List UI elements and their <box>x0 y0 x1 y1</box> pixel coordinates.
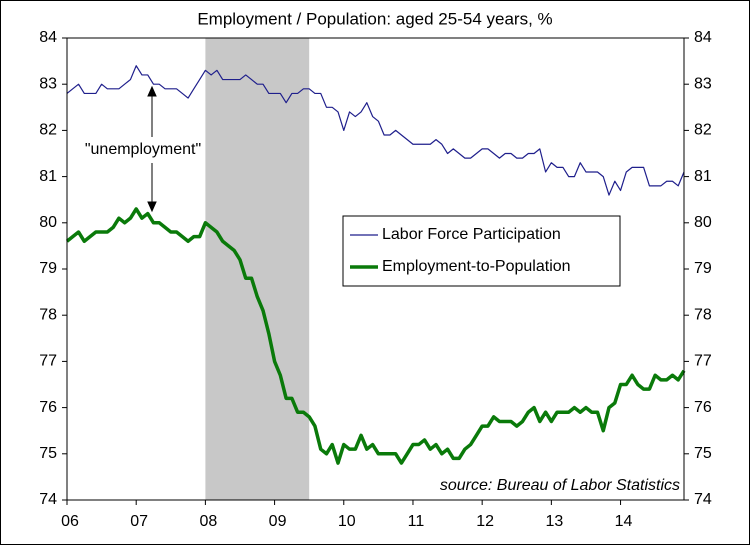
y2-tick-label: 74 <box>694 491 712 508</box>
y2-tick-label: 75 <box>694 445 712 462</box>
x-tick-label: 09 <box>269 513 287 530</box>
y-tick-label: 80 <box>39 214 57 231</box>
y-tick-label: 76 <box>39 399 57 416</box>
x-tick-label: 08 <box>199 513 217 530</box>
series-line <box>65 207 686 465</box>
legend-label: Labor Force Participation <box>382 226 561 243</box>
y-tick-label: 78 <box>39 306 57 323</box>
recession-band <box>205 38 310 500</box>
y2-tick-label: 78 <box>694 306 712 323</box>
y-tick-label: 74 <box>39 491 57 508</box>
y-tick-label: 75 <box>39 445 57 462</box>
y2-tick-label: 82 <box>694 122 712 139</box>
y-tick-label: 82 <box>39 122 57 139</box>
y-tick-label: 84 <box>39 29 57 46</box>
x-tick-label: 07 <box>130 513 148 530</box>
y2-tick-label: 80 <box>694 214 712 231</box>
x-tick-label: 13 <box>545 513 563 530</box>
plot-border <box>66 37 685 501</box>
y2-tick-label: 81 <box>694 168 712 185</box>
x-tick-label: 11 <box>408 513 425 530</box>
y-tick-label: 81 <box>39 168 57 185</box>
y-tick-label: 83 <box>39 75 57 92</box>
x-tick-label: 10 <box>338 513 356 530</box>
annotation-arrows <box>147 85 157 213</box>
x-tick-label: 14 <box>615 513 633 530</box>
legend: Labor Force Participation Employment-to-P… <box>342 215 621 287</box>
x-tick-label: 12 <box>476 513 494 530</box>
y2-tick-label: 79 <box>694 260 712 277</box>
y2-tick-label: 83 <box>694 75 712 92</box>
annotation: "unemployment" <box>85 141 201 158</box>
x-tick-label: 06 <box>61 513 79 530</box>
series-line <box>66 65 685 196</box>
plot-area: 74 75 76 77 78 79 80 81 82 83 84 74 75 76 77 78 79 80 81 82… <box>39 29 712 530</box>
legend-box <box>342 215 621 287</box>
y-tick-label: 79 <box>39 260 57 277</box>
source-note: source: Bureau of Labor Statistics <box>440 477 680 494</box>
y2-tick-label: 77 <box>694 353 712 370</box>
y2-tick-label: 84 <box>694 29 712 46</box>
y2-tick-label: 76 <box>694 399 712 416</box>
chart-title: Employment / Population: aged 25-54 year… <box>197 9 552 28</box>
y-tick-label: 77 <box>39 353 57 370</box>
legend-label: Employment-to-Population <box>382 258 571 275</box>
